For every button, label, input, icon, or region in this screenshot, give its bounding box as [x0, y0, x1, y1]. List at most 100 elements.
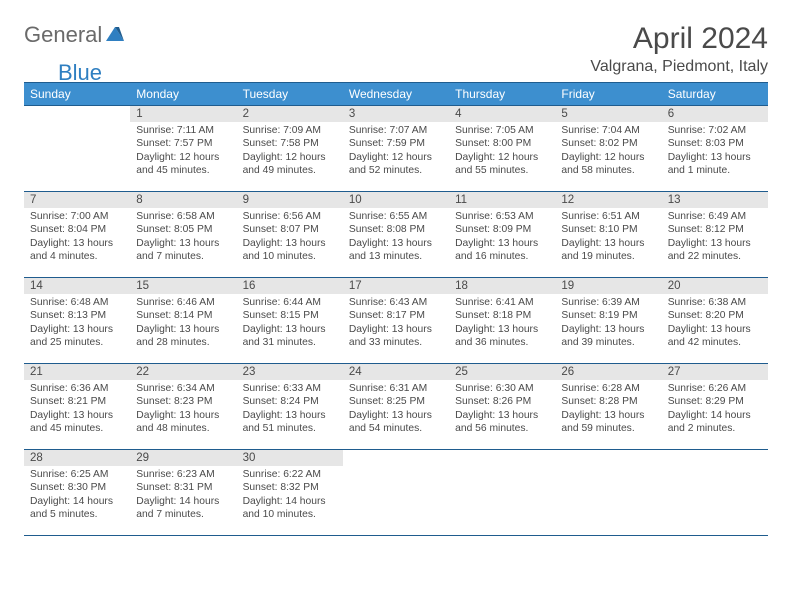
sunrise-text: Sunrise: 6:43 AM [349, 296, 443, 309]
sunset-text: Sunset: 8:21 PM [30, 395, 124, 408]
daylight-text: and 54 minutes. [349, 422, 443, 435]
daylight-text: and 45 minutes. [136, 164, 230, 177]
calendar-cell: 1Sunrise: 7:11 AMSunset: 7:57 PMDaylight… [130, 106, 236, 192]
sunset-text: Sunset: 8:25 PM [349, 395, 443, 408]
daylight-text: Daylight: 13 hours [136, 323, 230, 336]
daylight-text: Daylight: 14 hours [30, 495, 124, 508]
sunrise-text: Sunrise: 6:22 AM [243, 468, 337, 481]
day-details: Sunrise: 7:09 AMSunset: 7:58 PMDaylight:… [237, 122, 343, 182]
sunset-text: Sunset: 8:23 PM [136, 395, 230, 408]
calendar-cell: 15Sunrise: 6:46 AMSunset: 8:14 PMDayligh… [130, 278, 236, 364]
sunset-text: Sunset: 8:10 PM [561, 223, 655, 236]
daylight-text: Daylight: 12 hours [349, 151, 443, 164]
daylight-text: Daylight: 13 hours [561, 409, 655, 422]
day-details: Sunrise: 6:22 AMSunset: 8:32 PMDaylight:… [237, 466, 343, 526]
sunrise-text: Sunrise: 6:34 AM [136, 382, 230, 395]
calendar-cell: 22Sunrise: 6:34 AMSunset: 8:23 PMDayligh… [130, 364, 236, 450]
calendar-cell: 4Sunrise: 7:05 AMSunset: 8:00 PMDaylight… [449, 106, 555, 192]
daylight-text: and 16 minutes. [455, 250, 549, 263]
daylight-text: and 33 minutes. [349, 336, 443, 349]
daylight-text: Daylight: 14 hours [668, 409, 762, 422]
daylight-text: and 10 minutes. [243, 508, 337, 521]
calendar-cell: 5Sunrise: 7:04 AMSunset: 8:02 PMDaylight… [555, 106, 661, 192]
day-details: Sunrise: 7:00 AMSunset: 8:04 PMDaylight:… [24, 208, 130, 268]
calendar-week-row: 21Sunrise: 6:36 AMSunset: 8:21 PMDayligh… [24, 364, 768, 450]
sunrise-text: Sunrise: 6:39 AM [561, 296, 655, 309]
day-details: Sunrise: 6:53 AMSunset: 8:09 PMDaylight:… [449, 208, 555, 268]
daylight-text: Daylight: 13 hours [349, 409, 443, 422]
calendar-cell: 25Sunrise: 6:30 AMSunset: 8:26 PMDayligh… [449, 364, 555, 450]
calendar-cell: 28Sunrise: 6:25 AMSunset: 8:30 PMDayligh… [24, 450, 130, 536]
calendar-week-row: 1Sunrise: 7:11 AMSunset: 7:57 PMDaylight… [24, 106, 768, 192]
daylight-text: Daylight: 14 hours [136, 495, 230, 508]
daylight-text: Daylight: 13 hours [243, 409, 337, 422]
day-details: Sunrise: 6:33 AMSunset: 8:24 PMDaylight:… [237, 380, 343, 440]
sunrise-text: Sunrise: 6:30 AM [455, 382, 549, 395]
day-details: Sunrise: 6:28 AMSunset: 8:28 PMDaylight:… [555, 380, 661, 440]
calendar-cell: 30Sunrise: 6:22 AMSunset: 8:32 PMDayligh… [237, 450, 343, 536]
day-details: Sunrise: 6:30 AMSunset: 8:26 PMDaylight:… [449, 380, 555, 440]
sunrise-text: Sunrise: 6:23 AM [136, 468, 230, 481]
calendar-cell [24, 106, 130, 192]
day-details: Sunrise: 6:38 AMSunset: 8:20 PMDaylight:… [662, 294, 768, 354]
sunrise-text: Sunrise: 6:36 AM [30, 382, 124, 395]
sunset-text: Sunset: 8:15 PM [243, 309, 337, 322]
sunrise-text: Sunrise: 7:09 AM [243, 124, 337, 137]
sunrise-text: Sunrise: 6:55 AM [349, 210, 443, 223]
sunset-text: Sunset: 8:13 PM [30, 309, 124, 322]
calendar-cell: 17Sunrise: 6:43 AMSunset: 8:17 PMDayligh… [343, 278, 449, 364]
day-details: Sunrise: 6:31 AMSunset: 8:25 PMDaylight:… [343, 380, 449, 440]
calendar-cell [449, 450, 555, 536]
day-number: 17 [343, 278, 449, 294]
day-details: Sunrise: 6:49 AMSunset: 8:12 PMDaylight:… [662, 208, 768, 268]
day-details: Sunrise: 7:02 AMSunset: 8:03 PMDaylight:… [662, 122, 768, 182]
sunrise-text: Sunrise: 6:44 AM [243, 296, 337, 309]
day-number: 7 [24, 192, 130, 208]
day-number: 20 [662, 278, 768, 294]
sunset-text: Sunset: 8:04 PM [30, 223, 124, 236]
daylight-text: Daylight: 13 hours [243, 323, 337, 336]
brand-logo: General [24, 22, 130, 48]
page-header: General April 2024 Valgrana, Piedmont, I… [24, 22, 768, 76]
daylight-text: and 52 minutes. [349, 164, 443, 177]
daylight-text: and 7 minutes. [136, 508, 230, 521]
day-details: Sunrise: 6:55 AMSunset: 8:08 PMDaylight:… [343, 208, 449, 268]
day-number: 30 [237, 450, 343, 466]
day-details: Sunrise: 6:56 AMSunset: 8:07 PMDaylight:… [237, 208, 343, 268]
daylight-text: and 48 minutes. [136, 422, 230, 435]
day-header: Tuesday [237, 83, 343, 106]
calendar-cell: 3Sunrise: 7:07 AMSunset: 7:59 PMDaylight… [343, 106, 449, 192]
calendar-cell: 27Sunrise: 6:26 AMSunset: 8:29 PMDayligh… [662, 364, 768, 450]
brand-text-2: Blue [58, 60, 102, 86]
day-number: 10 [343, 192, 449, 208]
day-header: Saturday [662, 83, 768, 106]
day-number: 6 [662, 106, 768, 122]
calendar-cell: 21Sunrise: 6:36 AMSunset: 8:21 PMDayligh… [24, 364, 130, 450]
day-number: 9 [237, 192, 343, 208]
sunset-text: Sunset: 8:12 PM [668, 223, 762, 236]
sunset-text: Sunset: 8:19 PM [561, 309, 655, 322]
day-number: 19 [555, 278, 661, 294]
sunset-text: Sunset: 7:59 PM [349, 137, 443, 150]
daylight-text: and 4 minutes. [30, 250, 124, 263]
calendar-cell: 10Sunrise: 6:55 AMSunset: 8:08 PMDayligh… [343, 192, 449, 278]
calendar-week-row: 7Sunrise: 7:00 AMSunset: 8:04 PMDaylight… [24, 192, 768, 278]
day-details: Sunrise: 7:07 AMSunset: 7:59 PMDaylight:… [343, 122, 449, 182]
calendar-cell [555, 450, 661, 536]
calendar-week-row: 14Sunrise: 6:48 AMSunset: 8:13 PMDayligh… [24, 278, 768, 364]
daylight-text: Daylight: 13 hours [30, 323, 124, 336]
calendar-cell: 23Sunrise: 6:33 AMSunset: 8:24 PMDayligh… [237, 364, 343, 450]
daylight-text: and 10 minutes. [243, 250, 337, 263]
day-details: Sunrise: 6:46 AMSunset: 8:14 PMDaylight:… [130, 294, 236, 354]
sunset-text: Sunset: 7:58 PM [243, 137, 337, 150]
day-number: 13 [662, 192, 768, 208]
day-details: Sunrise: 6:48 AMSunset: 8:13 PMDaylight:… [24, 294, 130, 354]
sunrise-text: Sunrise: 7:07 AM [349, 124, 443, 137]
calendar-cell: 9Sunrise: 6:56 AMSunset: 8:07 PMDaylight… [237, 192, 343, 278]
daylight-text: Daylight: 13 hours [561, 323, 655, 336]
daylight-text: Daylight: 13 hours [136, 237, 230, 250]
sunrise-text: Sunrise: 6:49 AM [668, 210, 762, 223]
daylight-text: and 13 minutes. [349, 250, 443, 263]
sunrise-text: Sunrise: 6:53 AM [455, 210, 549, 223]
sunset-text: Sunset: 7:57 PM [136, 137, 230, 150]
